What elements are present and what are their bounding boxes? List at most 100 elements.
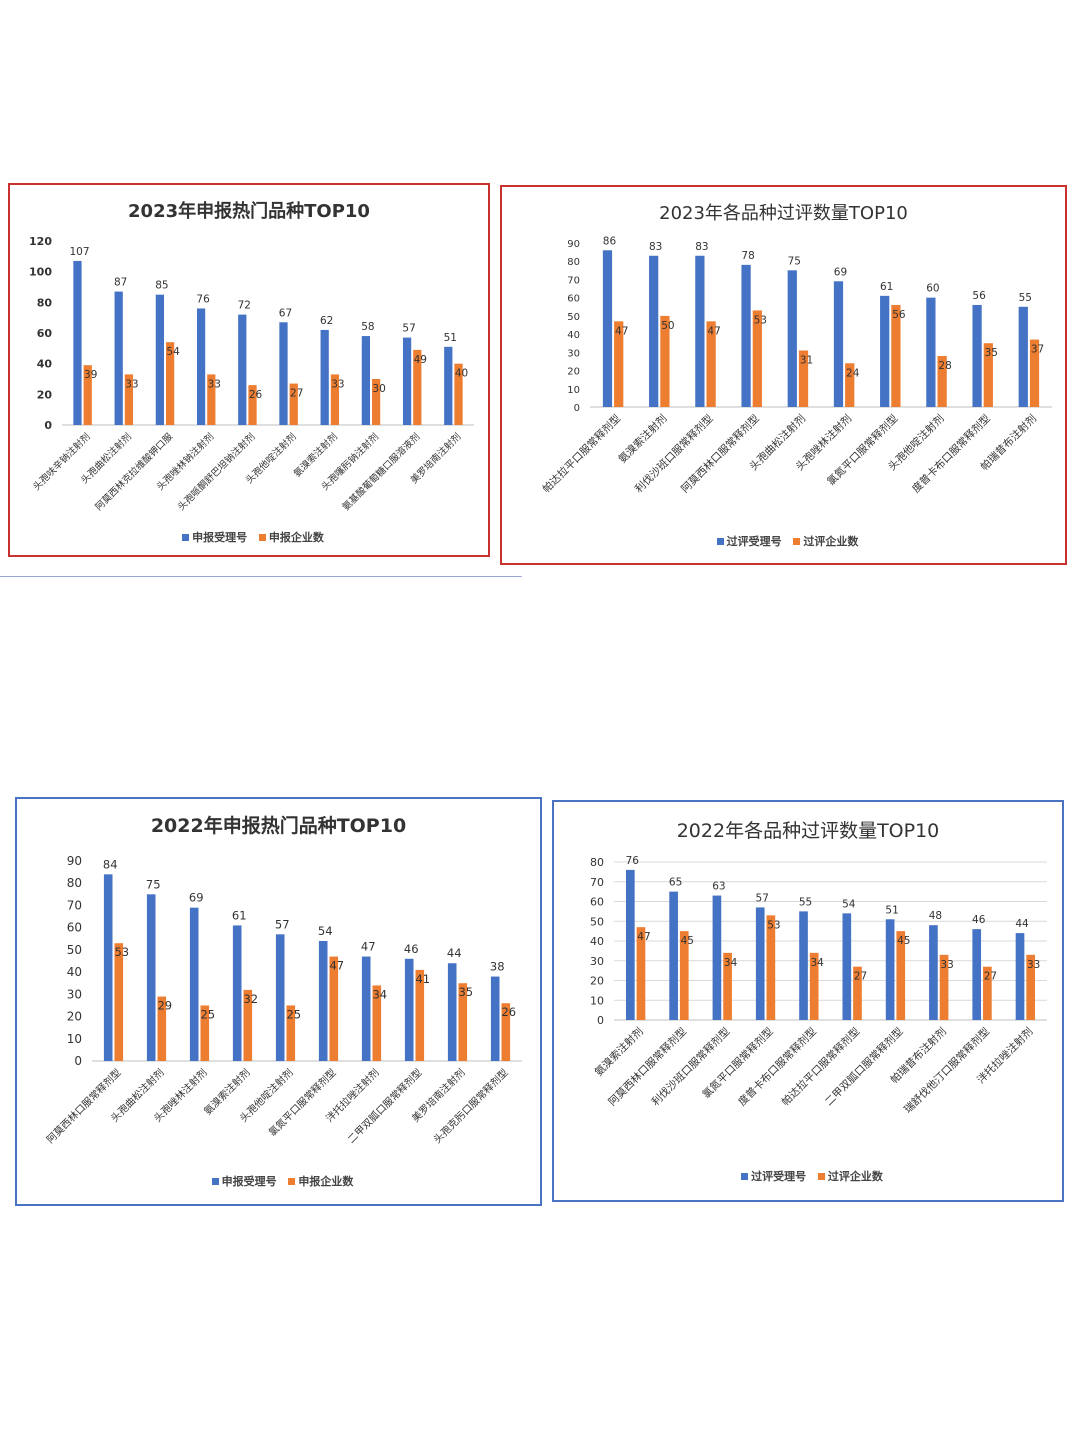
chart-panel-2023-applications: 2023年申报热门品种TOP10 0 20 40 60 80 100 120 107 39 头孢呋… [8,183,490,557]
bar-series1 [741,264,751,407]
data-label-series1: 85 [155,280,168,292]
data-label-series2: 33 [331,378,344,390]
data-label-series1: 60 [926,283,939,295]
y-tick-label: 30 [567,348,580,359]
data-label-series1: 46 [972,914,986,926]
data-label-series1: 69 [834,266,847,278]
bar-series1 [1015,933,1025,1020]
bar-series1 [1018,306,1028,407]
data-label-series2: 33 [1027,959,1040,971]
data-label-series2: 53 [754,314,767,326]
bar-series1 [232,925,242,1061]
y-tick-label: 30 [67,987,82,1001]
bar-series2 [706,321,716,407]
bar-series2 [114,943,124,1061]
bar-series1 [972,304,982,407]
data-label-series1: 55 [799,896,812,908]
y-tick-label: 60 [37,327,53,340]
bar-series1 [196,308,206,425]
bar-series1 [73,260,82,425]
y-tick-label: 80 [590,856,604,869]
data-label-series1: 38 [490,960,505,974]
data-label-series1: 54 [318,924,333,938]
x-category-label: 帕达拉平口服常释剂型 [540,412,623,495]
bar-series2 [372,379,381,425]
y-tick-label: 120 [29,235,52,248]
bar-series2 [329,956,339,1061]
bar-series1 [447,963,457,1061]
bar-series2 [415,969,425,1061]
data-label-series1: 65 [669,877,682,889]
bar-series1 [929,925,938,1020]
chart-legend: 过评受理号 过评企业数 [502,533,1065,549]
data-label-series1: 61 [880,281,893,293]
x-category-label: 头孢克肟口服常释剂型 [431,1066,511,1146]
y-tick-label: 50 [567,312,580,323]
chart-title: 2022年各品种过评数量TOP10 [676,820,940,842]
bar-series2 [660,315,670,407]
chart-legend: 过评受理号 过评企业数 [554,1168,1062,1184]
y-tick-label: 10 [567,385,580,396]
y-tick-label: 40 [567,330,580,341]
data-label-series1: 47 [361,940,376,954]
data-label-series1: 51 [885,904,898,916]
legend-swatch-series1 [182,533,190,541]
bar-series1 [189,907,199,1061]
chart-panel-2023-approvals: 2023年各品种过评数量TOP10 0 10 20 30 40 50 60 70 80 90 86 4… [500,185,1067,565]
bar-series1 [114,291,123,425]
y-tick-label: 40 [67,965,82,979]
y-tick-label: 70 [567,275,580,286]
bar-series2 [983,966,992,1020]
bar-series1 [279,322,288,425]
data-label-series2: 32 [243,992,258,1006]
bar-series1 [880,295,890,407]
bar-series2 [200,1005,210,1061]
data-label-series1: 62 [320,315,333,327]
bar-series2 [243,989,253,1061]
x-category-label: 度普卡布口服常释剂型 [909,412,992,495]
data-label-series1: 83 [695,241,708,253]
bar-series2 [124,374,134,425]
data-label-series1: 72 [238,300,251,312]
chart-title: 2023年申报热门品种TOP10 [128,201,370,222]
legend-swatch-series1 [716,537,724,545]
x-category-label: 氨基酸葡萄糖口服溶液剂 [340,431,422,513]
data-label-series2: 28 [938,360,951,372]
data-label-series2: 45 [681,935,694,947]
bar-series1 [155,294,164,425]
y-tick-label: 20 [590,975,604,988]
bar-series1 [402,337,412,425]
data-label-series1: 75 [146,877,161,891]
bar-series2 [413,349,422,425]
data-label-series1: 57 [402,323,415,335]
y-tick-label: 20 [67,1010,82,1024]
data-label-series2: 39 [84,369,97,381]
data-label-series2: 33 [940,959,953,971]
x-category-label: 氯氮平口服常释剂型 [700,1025,776,1101]
legend-label: 过评受理号 [726,535,782,548]
bar-series1 [444,346,453,425]
legend-label: 申报企业数 [268,531,324,544]
data-label-series2: 56 [892,309,906,321]
y-tick-label: 40 [590,935,604,948]
bar-series2 [286,1005,296,1061]
bar-series2 [614,321,624,407]
data-label-series1: 83 [649,241,662,253]
bar-series1 [318,941,328,1061]
bar-series1 [275,934,285,1061]
data-label-series2: 30 [372,383,385,395]
data-label-series2: 34 [372,987,387,1001]
bar-series2 [83,365,92,425]
y-tick-label: 90 [567,239,580,250]
data-label-series2: 27 [290,388,303,400]
x-category-label: 度普卡布口服常释剂型 [736,1025,819,1108]
data-label-series1: 51 [444,332,457,344]
data-label-series1: 57 [756,892,769,904]
data-label-series1: 86 [603,235,617,247]
y-tick-label: 40 [37,358,53,371]
data-label-series2: 50 [661,320,674,332]
data-label-series2: 34 [724,957,738,969]
data-label-series1: 76 [626,855,640,867]
